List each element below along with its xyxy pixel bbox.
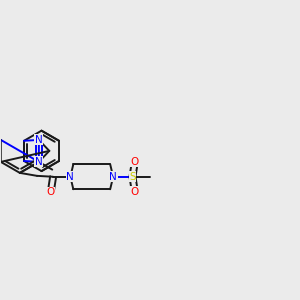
Text: N: N <box>35 135 43 145</box>
Text: N: N <box>35 157 43 167</box>
Text: O: O <box>131 157 139 167</box>
Text: S: S <box>129 172 136 182</box>
Text: O: O <box>131 187 139 196</box>
Text: N: N <box>67 172 74 182</box>
Text: O: O <box>46 187 55 197</box>
Text: N: N <box>109 172 117 182</box>
